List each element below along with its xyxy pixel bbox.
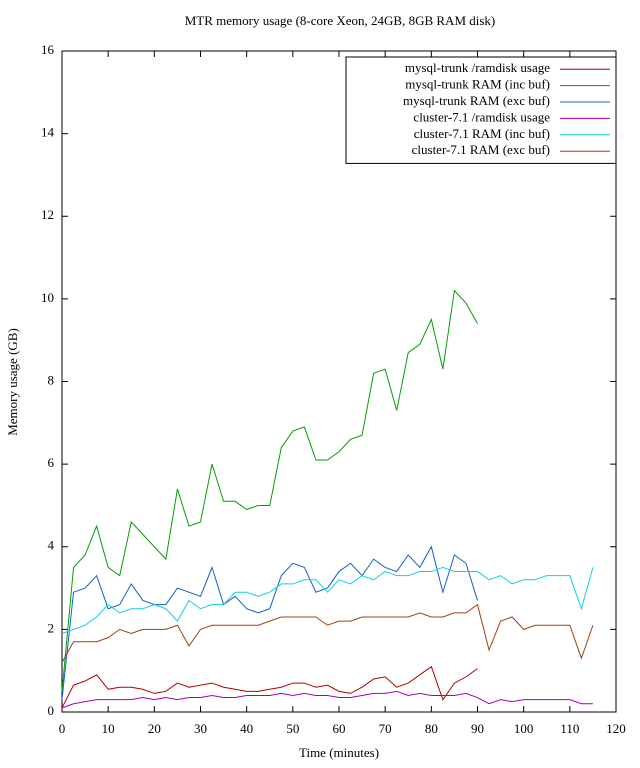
series-line: [61, 545, 478, 700]
x-tick-label: 30: [194, 721, 207, 736]
legend-label: cluster-7.1 RAM (exc buf): [412, 142, 550, 157]
y-axis-label: Memory usage (GB): [5, 328, 20, 436]
x-tick-label: 80: [425, 721, 438, 736]
y-tick-label: 14: [41, 125, 55, 140]
x-tick-label: 0: [59, 721, 66, 736]
y-tick-label: 16: [41, 42, 55, 57]
x-axis-label: Time (minutes): [299, 745, 379, 760]
legend-label: mysql-trunk RAM (inc buf): [405, 77, 550, 92]
y-tick-label: 2: [48, 620, 55, 635]
series-line: [61, 566, 594, 634]
x-tick-label: 50: [286, 721, 299, 736]
series-line: [61, 603, 594, 663]
x-tick-label: 100: [514, 721, 534, 736]
legend-label: cluster-7.1 /ramdisk usage: [413, 109, 550, 124]
x-tick-label: 60: [333, 721, 346, 736]
x-tick-label: 110: [560, 721, 579, 736]
y-tick-label: 4: [48, 538, 55, 553]
x-tick-label: 90: [471, 721, 484, 736]
x-tick-label: 20: [148, 721, 161, 736]
y-tick-label: 6: [48, 455, 55, 470]
x-tick-label: 70: [379, 721, 392, 736]
chart-title: MTR memory usage (8-core Xeon, 24GB, 8GB…: [185, 13, 496, 28]
x-tick-label: 120: [606, 721, 626, 736]
series-line: [61, 289, 478, 692]
legend-label: cluster-7.1 RAM (inc buf): [414, 126, 550, 141]
series-line: [61, 665, 478, 709]
x-tick-label: 40: [240, 721, 253, 736]
x-tick-label: 10: [102, 721, 115, 736]
series-line: [61, 690, 593, 709]
y-tick-label: 0: [48, 703, 55, 718]
y-tick-label: 8: [48, 372, 55, 387]
legend-label: mysql-trunk RAM (exc buf): [403, 93, 550, 108]
y-tick-label: 12: [41, 207, 54, 222]
legend-box: [345, 56, 617, 164]
y-tick-label: 10: [41, 290, 54, 305]
legend-label: mysql-trunk /ramdisk usage: [405, 60, 550, 75]
